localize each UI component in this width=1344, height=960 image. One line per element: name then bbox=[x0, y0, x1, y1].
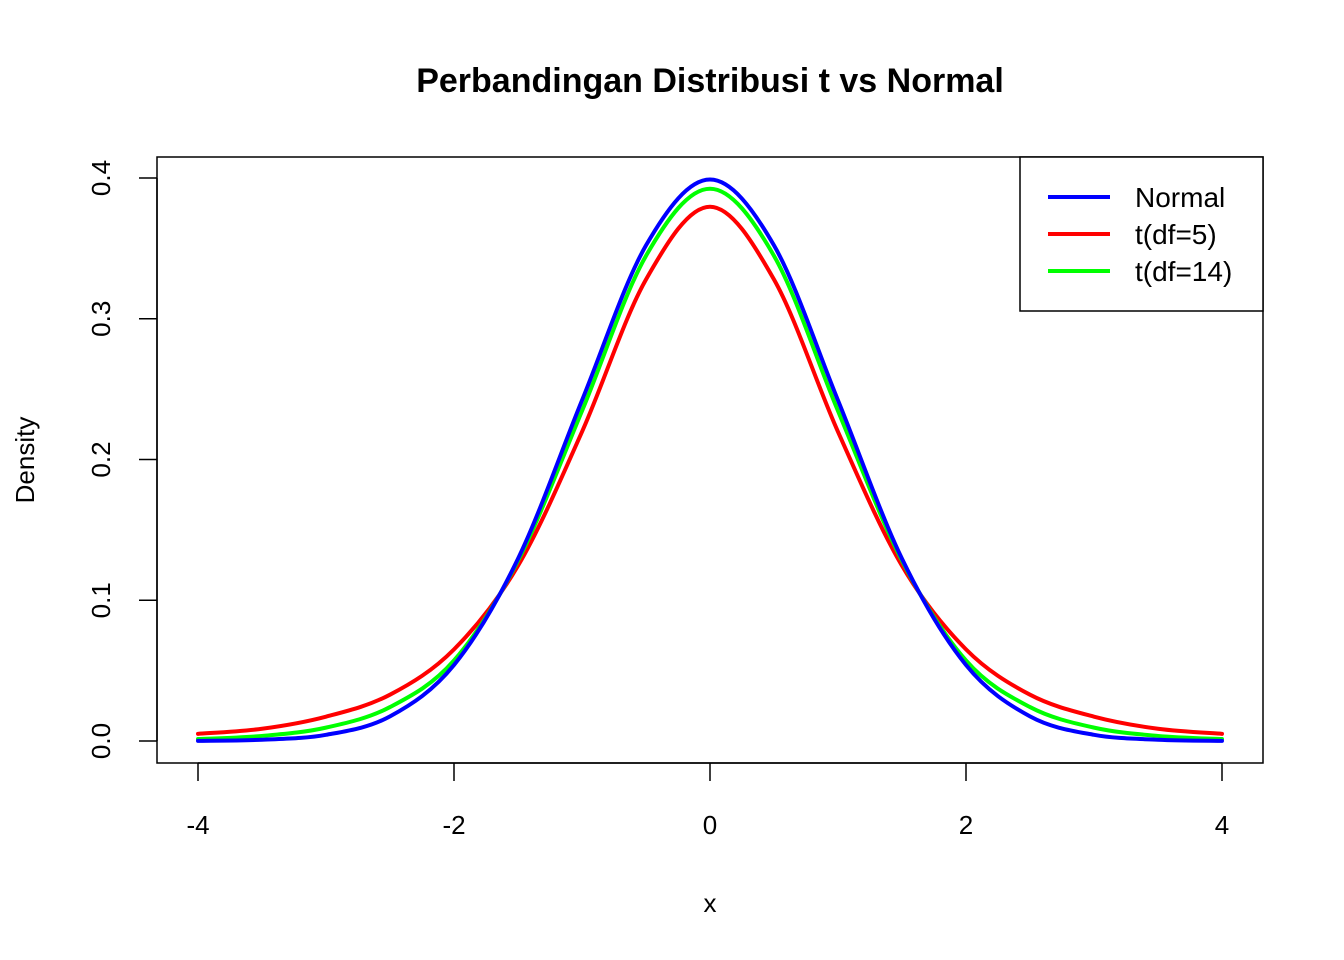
y-tick-label: 0.1 bbox=[86, 582, 116, 618]
y-tick-label: 0.4 bbox=[86, 160, 116, 196]
series-line-normal bbox=[196, 177, 1224, 743]
x-tick-label: 4 bbox=[1215, 810, 1229, 840]
legend-label-normal: Normal bbox=[1135, 182, 1225, 213]
series-layer bbox=[196, 177, 1224, 743]
x-axis: -4 -2 0 2 4 bbox=[186, 762, 1229, 840]
x-axis-label: x bbox=[704, 888, 717, 918]
x-tick-label: -4 bbox=[186, 810, 209, 840]
x-tick-label: 0 bbox=[703, 810, 717, 840]
chart-title: Perbandingan Distribusi t vs Normal bbox=[416, 62, 1004, 100]
y-axis-label: Density bbox=[10, 417, 40, 504]
x-tick-label: -2 bbox=[442, 810, 465, 840]
y-axis: 0.0 0.1 0.2 0.3 0.4 bbox=[86, 160, 158, 759]
y-tick-label: 0.0 bbox=[86, 723, 116, 759]
x-tick-label: 2 bbox=[959, 810, 973, 840]
series-line-t-df-14 bbox=[196, 186, 1224, 742]
legend: Normal t(df=5) t(df=14) bbox=[1019, 156, 1264, 312]
series-line-t-df-5 bbox=[196, 204, 1224, 736]
legend-label-t-df-5: t(df=5) bbox=[1135, 219, 1217, 250]
legend-label-t-df-14: t(df=14) bbox=[1135, 256, 1232, 287]
y-tick-label: 0.2 bbox=[86, 441, 116, 477]
y-tick-label: 0.3 bbox=[86, 301, 116, 337]
